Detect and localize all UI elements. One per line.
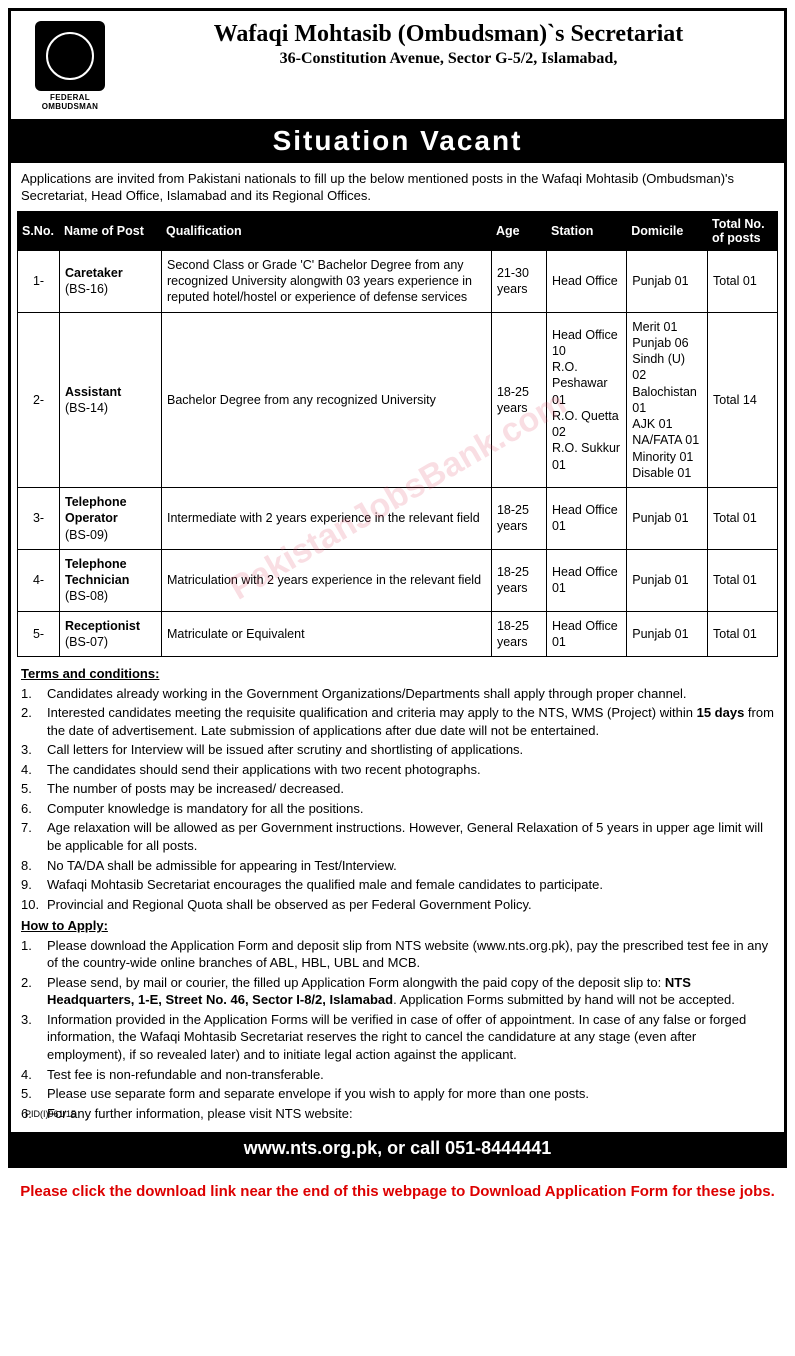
emblem-icon	[35, 21, 105, 91]
sno-cell: 1-	[18, 250, 60, 312]
terms-item: 9.Wafaqi Mohtasib Secretariat encourages…	[21, 876, 774, 894]
th-total: Total No. of posts	[708, 211, 778, 250]
terms-item: 1.Candidates already working in the Gove…	[21, 685, 774, 703]
total-cell: Total 01	[708, 250, 778, 312]
domicile-cell: Punjab 01	[627, 549, 708, 611]
intro-text: Applications are invited from Pakistani …	[17, 163, 778, 211]
title-block: Wafaqi Mohtasib (Ombudsman)`s Secretaria…	[127, 21, 770, 68]
qual-cell: Matriculate or Equivalent	[161, 611, 491, 657]
apply-item: 2.Please send, by mail or courier, the f…	[21, 974, 774, 1009]
domicile-cell: Punjab 01	[627, 611, 708, 657]
station-cell: Head Office 01	[546, 488, 626, 550]
apply-item: 1.Please download the Application Form a…	[21, 937, 774, 972]
ref-code: PID(I)961/15	[25, 1109, 76, 1119]
banner-bar: Situation Vacant	[11, 119, 784, 163]
total-cell: Total 01	[708, 549, 778, 611]
apply-item: 6.For any further information, please vi…	[21, 1105, 774, 1123]
qual-cell: Matriculation with 2 years experience in…	[161, 549, 491, 611]
apply-item: 3.Information provided in the Applicatio…	[21, 1011, 774, 1064]
logo-box: FEDERAL OMBUDSMAN	[25, 21, 115, 111]
th-sno: S.No.	[18, 211, 60, 250]
station-cell: Head Office	[546, 250, 626, 312]
logo-caption: FEDERAL OMBUDSMAN	[25, 93, 115, 111]
qual-cell: Bachelor Degree from any recognized Univ…	[161, 312, 491, 488]
th-station: Station	[546, 211, 626, 250]
qual-cell: Second Class or Grade 'C' Bachelor Degre…	[161, 250, 491, 312]
apply-list: 1.Please download the Application Form a…	[21, 937, 774, 1122]
table-row: 3-Telephone Operator(BS-09)Intermediate …	[18, 488, 778, 550]
terms-item: 10.Provincial and Regional Quota shall b…	[21, 896, 774, 914]
terms-item: 5.The number of posts may be increased/ …	[21, 780, 774, 798]
download-note: Please click the download link near the …	[0, 1176, 795, 1208]
post-cell: Receptionist(BS-07)	[60, 611, 162, 657]
post-cell: Assistant(BS-14)	[60, 312, 162, 488]
post-cell: Telephone Operator(BS-09)	[60, 488, 162, 550]
apply-item: 5.Please use separate form and separate …	[21, 1085, 774, 1103]
station-cell: Head Office 10R.O. Peshawar 01R.O. Quett…	[546, 312, 626, 488]
terms-item: 3.Call letters for Interview will be iss…	[21, 741, 774, 759]
age-cell: 21-30 years	[491, 250, 546, 312]
sno-cell: 5-	[18, 611, 60, 657]
terms-list: 1.Candidates already working in the Gove…	[21, 685, 774, 914]
table-row: 2-Assistant(BS-14)Bachelor Degree from a…	[18, 312, 778, 488]
org-address: 36-Constitution Avenue, Sector G-5/2, Is…	[127, 50, 770, 68]
ad-container: PakistanJobsBank.com FEDERAL OMBUDSMAN W…	[8, 8, 787, 1168]
total-cell: Total 01	[708, 488, 778, 550]
apply-item: 4.Test fee is non-refundable and non-tra…	[21, 1066, 774, 1084]
terms-item: 2.Interested candidates meeting the requ…	[21, 704, 774, 739]
th-qual: Qualification	[161, 211, 491, 250]
sno-cell: 2-	[18, 312, 60, 488]
header-block: FEDERAL OMBUDSMAN Wafaqi Mohtasib (Ombud…	[17, 17, 778, 119]
sno-cell: 3-	[18, 488, 60, 550]
total-cell: Total 14	[708, 312, 778, 488]
terms-item: 4.The candidates should send their appli…	[21, 761, 774, 779]
org-title: Wafaqi Mohtasib (Ombudsman)`s Secretaria…	[127, 21, 770, 48]
age-cell: 18-25 years	[491, 611, 546, 657]
terms-item: 8.No TA/DA shall be admissible for appea…	[21, 857, 774, 875]
sno-cell: 4-	[18, 549, 60, 611]
age-cell: 18-25 years	[491, 488, 546, 550]
age-cell: 18-25 years	[491, 312, 546, 488]
banner-text: Situation Vacant	[11, 125, 784, 157]
th-post: Name of Post	[60, 211, 162, 250]
terms-item: 6.Computer knowledge is mandatory for al…	[21, 800, 774, 818]
table-row: 4-Telephone Technician(BS-08)Matriculati…	[18, 549, 778, 611]
station-cell: Head Office 01	[546, 549, 626, 611]
footer-bar: www.nts.org.pk, or call 051-8444441	[11, 1132, 784, 1165]
post-cell: Telephone Technician(BS-08)	[60, 549, 162, 611]
apply-heading: How to Apply:	[21, 917, 774, 935]
terms-section: Terms and conditions: 1.Candidates alrea…	[17, 657, 778, 1128]
station-cell: Head Office 01	[546, 611, 626, 657]
table-row: 1-Caretaker(BS-16)Second Class or Grade …	[18, 250, 778, 312]
domicile-cell: Punjab 01	[627, 488, 708, 550]
domicile-cell: Merit 01Punjab 06Sindh (U) 02Balochistan…	[627, 312, 708, 488]
th-age: Age	[491, 211, 546, 250]
post-cell: Caretaker(BS-16)	[60, 250, 162, 312]
age-cell: 18-25 years	[491, 549, 546, 611]
table-row: 5-Receptionist(BS-07)Matriculate or Equi…	[18, 611, 778, 657]
total-cell: Total 01	[708, 611, 778, 657]
th-domicile: Domicile	[627, 211, 708, 250]
jobs-table: S.No. Name of Post Qualification Age Sta…	[17, 211, 778, 657]
terms-item: 7.Age relaxation will be allowed as per …	[21, 819, 774, 854]
domicile-cell: Punjab 01	[627, 250, 708, 312]
qual-cell: Intermediate with 2 years experience in …	[161, 488, 491, 550]
terms-heading: Terms and conditions:	[21, 665, 774, 683]
table-header-row: S.No. Name of Post Qualification Age Sta…	[18, 211, 778, 250]
